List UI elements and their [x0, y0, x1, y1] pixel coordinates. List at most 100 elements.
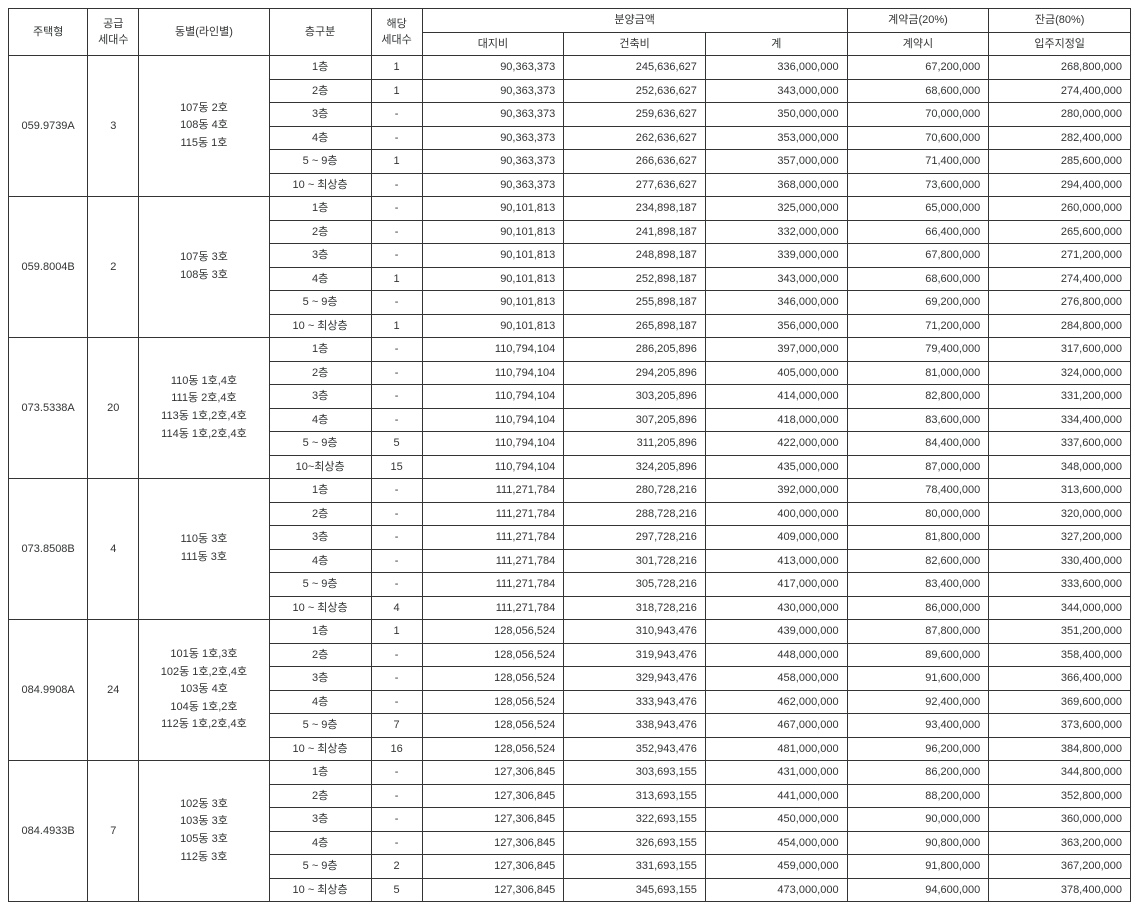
cell-deposit: 90,800,000 — [847, 831, 989, 855]
cell-build: 259,636,627 — [564, 103, 706, 127]
cell-deposit: 96,200,000 — [847, 737, 989, 761]
cell-count: 4 — [371, 596, 422, 620]
table-row: 084.9908A24101동 1호,3호102동 1호,2호,4호103동 4… — [9, 620, 1131, 644]
cell-count: - — [371, 831, 422, 855]
cell-build: 333,943,476 — [564, 690, 706, 714]
cell-land: 111,271,784 — [422, 479, 564, 503]
cell-land: 111,271,784 — [422, 549, 564, 573]
table-row: 073.8508B4110동 3호111동 3호1층-111,271,78428… — [9, 479, 1131, 503]
cell-total: 473,000,000 — [705, 878, 847, 902]
cell-floor: 3층 — [269, 385, 371, 409]
cell-balance: 330,400,000 — [989, 549, 1131, 573]
cell-deposit: 78,400,000 — [847, 479, 989, 503]
cell-balance: 344,800,000 — [989, 761, 1131, 785]
cell-deposit: 89,600,000 — [847, 643, 989, 667]
th-balance-group: 잔금(80%) — [989, 9, 1131, 33]
cell-total: 346,000,000 — [705, 291, 847, 315]
cell-land: 127,306,845 — [422, 855, 564, 879]
cell-build: 277,636,627 — [564, 173, 706, 197]
cell-total: 405,000,000 — [705, 361, 847, 385]
cell-floor: 4층 — [269, 126, 371, 150]
cell-land: 90,363,373 — [422, 150, 564, 174]
cell-deposit: 67,200,000 — [847, 56, 989, 80]
cell-total: 481,000,000 — [705, 737, 847, 761]
cell-floor: 4층 — [269, 549, 371, 573]
cell-floor: 3층 — [269, 526, 371, 550]
cell-build: 329,943,476 — [564, 667, 706, 691]
cell-count: - — [371, 103, 422, 127]
cell-build: 262,636,627 — [564, 126, 706, 150]
cell-supply: 4 — [88, 479, 139, 620]
cell-total: 459,000,000 — [705, 855, 847, 879]
cell-balance: 265,600,000 — [989, 220, 1131, 244]
cell-build: 248,898,187 — [564, 244, 706, 268]
cell-total: 454,000,000 — [705, 831, 847, 855]
cell-count: 1 — [371, 150, 422, 174]
cell-floor: 10 ~ 최상층 — [269, 596, 371, 620]
cell-total: 435,000,000 — [705, 455, 847, 479]
cell-count: - — [371, 197, 422, 221]
cell-land: 111,271,784 — [422, 502, 564, 526]
th-supply: 공급세대수 — [88, 9, 139, 56]
cell-count: - — [371, 385, 422, 409]
cell-count: - — [371, 291, 422, 315]
cell-land: 90,363,373 — [422, 126, 564, 150]
pricing-table: 주택형 공급세대수 동별(라인별) 층구분 해당세대수 분양금액 계약금(20%… — [8, 8, 1131, 902]
cell-balance: 373,600,000 — [989, 714, 1131, 738]
cell-dong: 110동 3호111동 3호 — [139, 479, 269, 620]
cell-count: 1 — [371, 620, 422, 644]
cell-floor: 2층 — [269, 220, 371, 244]
th-land: 대지비 — [422, 32, 564, 56]
cell-count: - — [371, 479, 422, 503]
cell-land: 90,101,813 — [422, 244, 564, 268]
cell-deposit: 90,000,000 — [847, 808, 989, 832]
cell-build: 303,205,896 — [564, 385, 706, 409]
cell-land: 127,306,845 — [422, 784, 564, 808]
cell-deposit: 82,600,000 — [847, 549, 989, 573]
cell-type: 084.9908A — [9, 620, 88, 761]
cell-deposit: 87,000,000 — [847, 455, 989, 479]
cell-build: 241,898,187 — [564, 220, 706, 244]
cell-count: 16 — [371, 737, 422, 761]
cell-deposit: 87,800,000 — [847, 620, 989, 644]
cell-deposit: 79,400,000 — [847, 338, 989, 362]
cell-total: 357,000,000 — [705, 150, 847, 174]
cell-total: 422,000,000 — [705, 432, 847, 456]
cell-balance: 331,200,000 — [989, 385, 1131, 409]
cell-build: 252,636,627 — [564, 79, 706, 103]
cell-deposit: 70,000,000 — [847, 103, 989, 127]
cell-total: 458,000,000 — [705, 667, 847, 691]
cell-total: 414,000,000 — [705, 385, 847, 409]
cell-land: 110,794,104 — [422, 408, 564, 432]
cell-deposit: 68,600,000 — [847, 79, 989, 103]
cell-floor: 2층 — [269, 784, 371, 808]
cell-balance: 358,400,000 — [989, 643, 1131, 667]
cell-count: 15 — [371, 455, 422, 479]
cell-balance: 280,000,000 — [989, 103, 1131, 127]
cell-land: 128,056,524 — [422, 620, 564, 644]
cell-type: 059.8004B — [9, 197, 88, 338]
cell-balance: 276,800,000 — [989, 291, 1131, 315]
cell-dong: 107동 2호108동 4호115동 1호 — [139, 56, 269, 197]
cell-floor: 5 ~ 9층 — [269, 150, 371, 174]
cell-balance: 352,800,000 — [989, 784, 1131, 808]
cell-total: 441,000,000 — [705, 784, 847, 808]
cell-build: 307,205,896 — [564, 408, 706, 432]
cell-floor: 1층 — [269, 479, 371, 503]
cell-balance: 274,400,000 — [989, 79, 1131, 103]
cell-count: - — [371, 408, 422, 432]
cell-build: 319,943,476 — [564, 643, 706, 667]
cell-count: - — [371, 690, 422, 714]
cell-balance: 378,400,000 — [989, 878, 1131, 902]
cell-floor: 3층 — [269, 103, 371, 127]
cell-build: 255,898,187 — [564, 291, 706, 315]
cell-floor: 3층 — [269, 808, 371, 832]
cell-build: 345,693,155 — [564, 878, 706, 902]
cell-land: 90,101,813 — [422, 314, 564, 338]
cell-floor: 5 ~ 9층 — [269, 714, 371, 738]
cell-deposit: 91,600,000 — [847, 667, 989, 691]
cell-balance: 294,400,000 — [989, 173, 1131, 197]
cell-floor: 5 ~ 9층 — [269, 432, 371, 456]
cell-balance: 348,000,000 — [989, 455, 1131, 479]
cell-total: 356,000,000 — [705, 314, 847, 338]
